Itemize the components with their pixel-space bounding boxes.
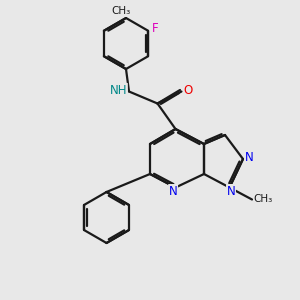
Text: CH₃: CH₃ xyxy=(254,194,273,205)
Text: N: N xyxy=(226,184,236,198)
Text: N: N xyxy=(169,184,178,198)
Text: F: F xyxy=(152,22,159,35)
Text: N: N xyxy=(244,151,253,164)
Text: O: O xyxy=(184,83,193,97)
Text: NH: NH xyxy=(110,83,127,97)
Text: CH₃: CH₃ xyxy=(112,6,131,16)
